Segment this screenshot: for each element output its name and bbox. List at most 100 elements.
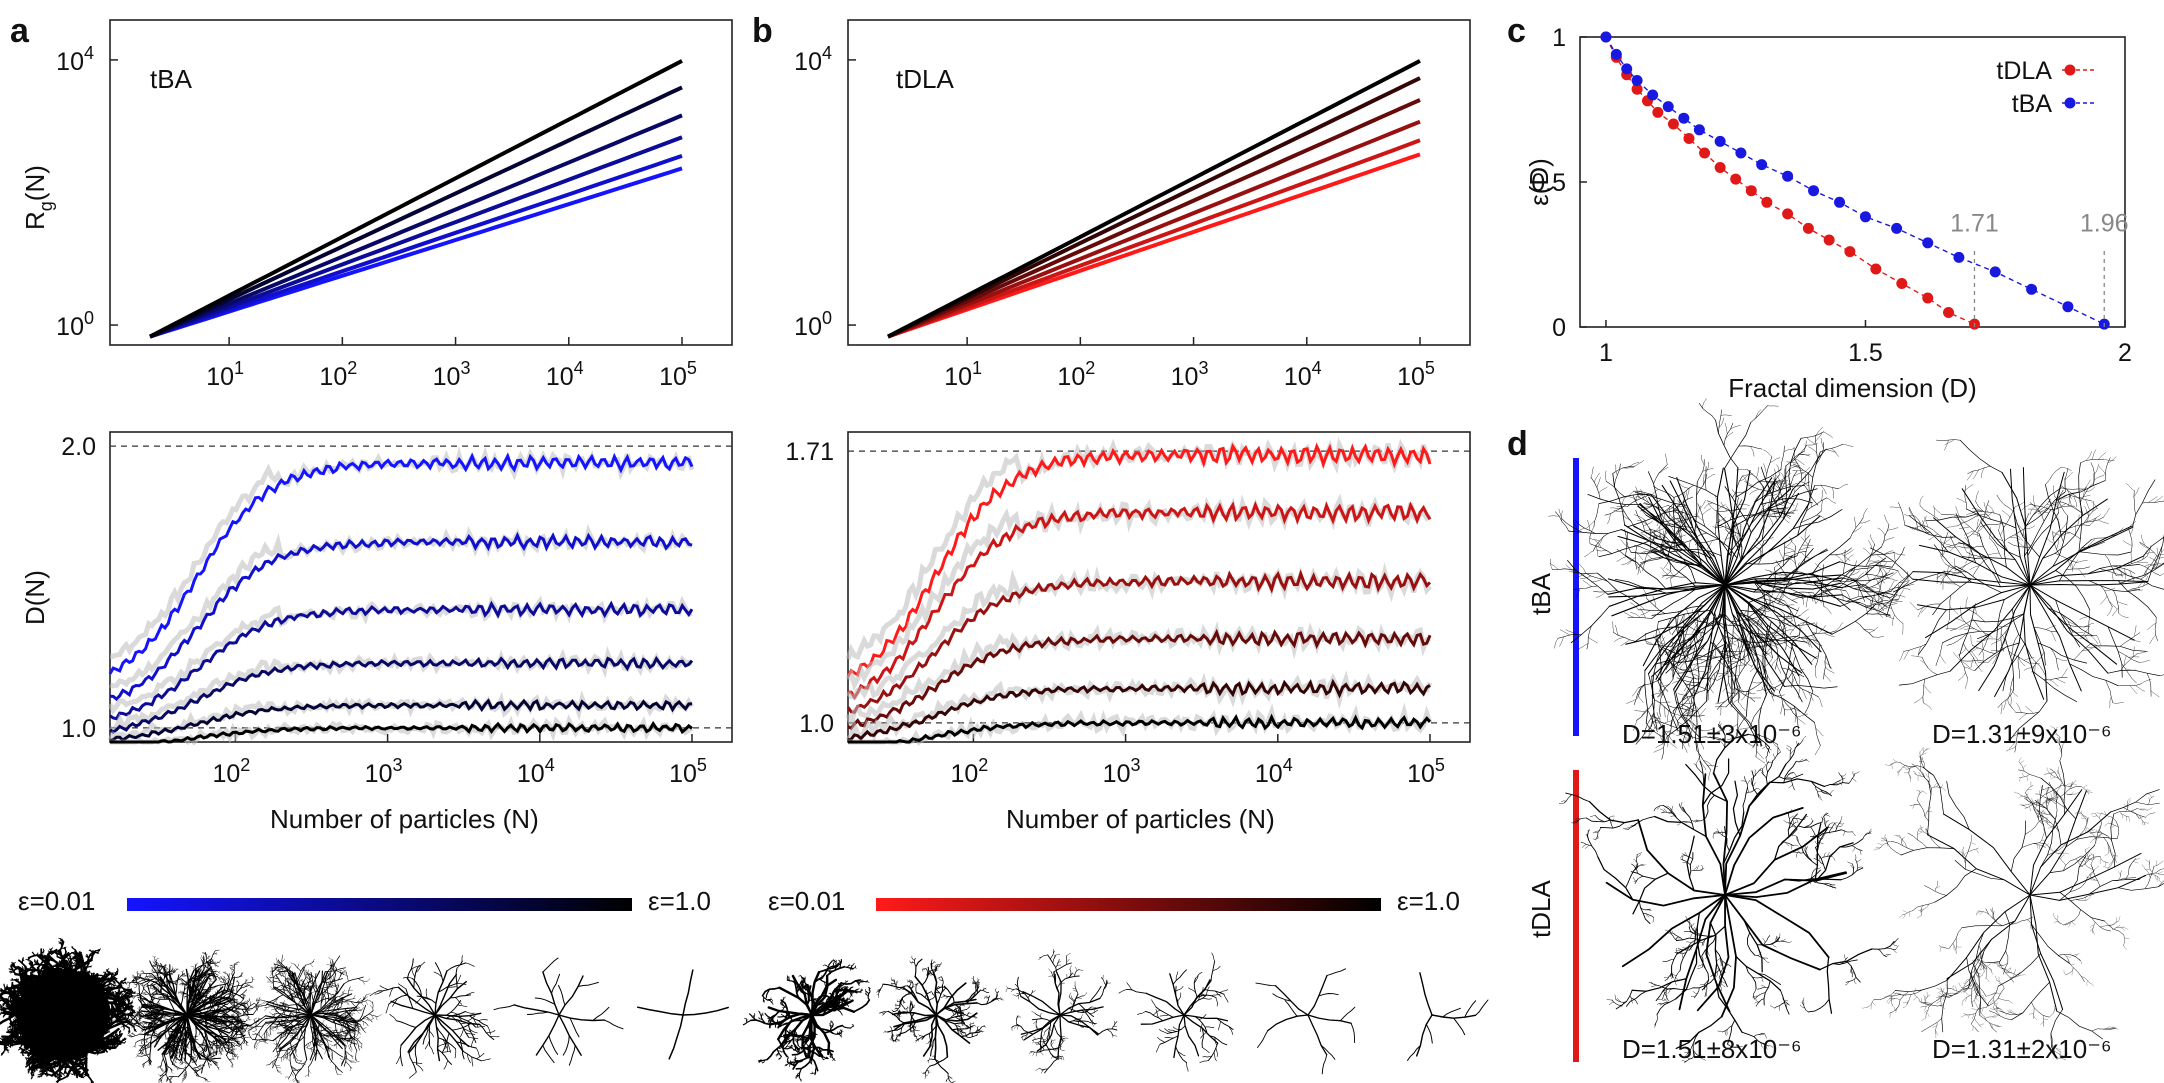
cluster-branch [166,1070,169,1073]
x-tick-labels: 101 102 103 104 105 [944,337,1435,391]
cluster-branch [54,976,57,988]
series-line-6 [110,720,693,744]
y-tick-label: 100 [794,308,832,341]
cluster-branch [209,1047,210,1050]
cluster-branch [73,1066,84,1072]
series-line-5 [149,85,683,339]
x-tick-label: 105 [1407,755,1445,788]
cluster-branch [160,1078,162,1083]
series-envelope-5 [845,670,1433,744]
series-envelope-4 [108,645,693,733]
x-tick-label: 101 [944,358,982,391]
series-line-2 [887,138,1421,339]
cluster-branch [245,1000,248,1003]
series-line-4 [847,628,1432,731]
series-line-3 [149,135,683,339]
plot-frame [847,19,1471,346]
colorbar-gradient [876,898,1381,911]
plot-inner-label: tDLA [896,64,954,94]
colorbar-max-label: ε=1.0 [1397,886,1460,916]
cluster-branch [53,1044,65,1047]
cluster-branch [219,985,222,988]
cluster-branch [216,1065,220,1070]
series-line-5 [109,698,693,743]
panel-label-c: c [1507,12,1526,50]
panel-b-colorbar: ε=0.01 ε=1.0 [768,886,1460,916]
cluster-branch [58,1024,67,1048]
cluster-branch [254,1017,257,1019]
cluster-branch [55,1035,63,1045]
cluster-thumb-1 [0,937,137,1083]
series-line-4 [149,113,683,339]
cluster-branch [42,1072,53,1077]
cluster-branch [125,1020,135,1028]
cluster-branch [32,1064,44,1070]
x-tick-label: 105 [669,755,707,788]
cluster-branch [196,1035,199,1038]
series-line-1 [846,442,1432,678]
x-tick-label: 104 [546,358,584,391]
series-lines [107,445,732,746]
cluster-branch [72,1031,84,1034]
series-envelope-1 [109,445,695,659]
x-tick-label: 102 [319,358,357,391]
series-line-1 [887,152,1421,339]
cluster-branch [211,1054,214,1056]
y-axis-label: D(N) [20,570,50,625]
colorbar-min-label: ε=0.01 [768,886,845,916]
cluster-branch [198,1075,208,1081]
cluster-branch [100,1027,120,1042]
y-tick-label: 100 [56,308,94,341]
cluster-branch [50,1033,60,1056]
tick-labels: 102 103 104 105 1.71 1.0 [785,438,1445,788]
cluster-branch [59,1025,77,1043]
cluster-branch [184,1060,200,1077]
x-axis-label: Number of particles (N) [1006,804,1275,834]
x-axis-label: Number of particles (N) [270,804,539,834]
series-line-3 [887,119,1421,339]
series-lines [845,437,1470,746]
cluster-branch [11,1042,23,1046]
cluster-branch [86,1074,94,1083]
cluster-branch [104,1037,115,1044]
panel-a-rg-plot: tBA Rg(N) 104 100 101 102 103 104 105 [20,19,733,391]
x-tick-label: 103 [433,358,471,391]
x-tick-label: 103 [1103,755,1141,788]
panel-a-cluster-thumbnails [0,937,729,1083]
series-line-3 [109,600,694,721]
panel-a-dimension-plot: D(N) Number of particles (N) 102 103 104 10… [20,431,733,834]
cluster-branch [94,1051,106,1055]
series-lines [149,59,683,339]
cluster-branch [214,1046,217,1049]
panel-label-b: b [752,12,773,50]
y-tick-labels: 104 100 [794,43,856,341]
cluster-branch [114,1040,123,1049]
cluster-branch [197,1046,200,1048]
cluster-branch [199,1057,222,1060]
cluster-branch [90,1038,101,1045]
cluster-branch [228,1058,234,1060]
cluster-branch [66,1024,87,1037]
x-tick-label: 102 [950,755,988,788]
x-tick-label: 102 [212,755,250,788]
panel-a-colorbar: ε=0.01 ε=1.0 [18,886,711,916]
cluster-branch [109,1034,120,1041]
plot-frame [847,431,1471,743]
cluster-branch [211,1053,214,1055]
cluster-branch [179,1063,182,1066]
cluster-branch [80,981,84,993]
cluster-branch [64,1024,82,1042]
x-tick-label: 102 [1057,358,1095,391]
cluster-branch [74,1040,85,1047]
y-axis-label: Rg(N) [20,165,56,230]
y-tick-label: 104 [794,43,832,76]
cluster-branch [45,1056,57,1078]
cluster-branch [174,1061,177,1064]
cluster-branch [58,1075,69,1082]
colorbar-gradient [127,898,632,911]
cluster-branch [46,1065,58,1069]
x-tick-label: 103 [1171,358,1209,391]
cluster-branch [193,1052,197,1057]
cluster-branch [27,954,39,959]
